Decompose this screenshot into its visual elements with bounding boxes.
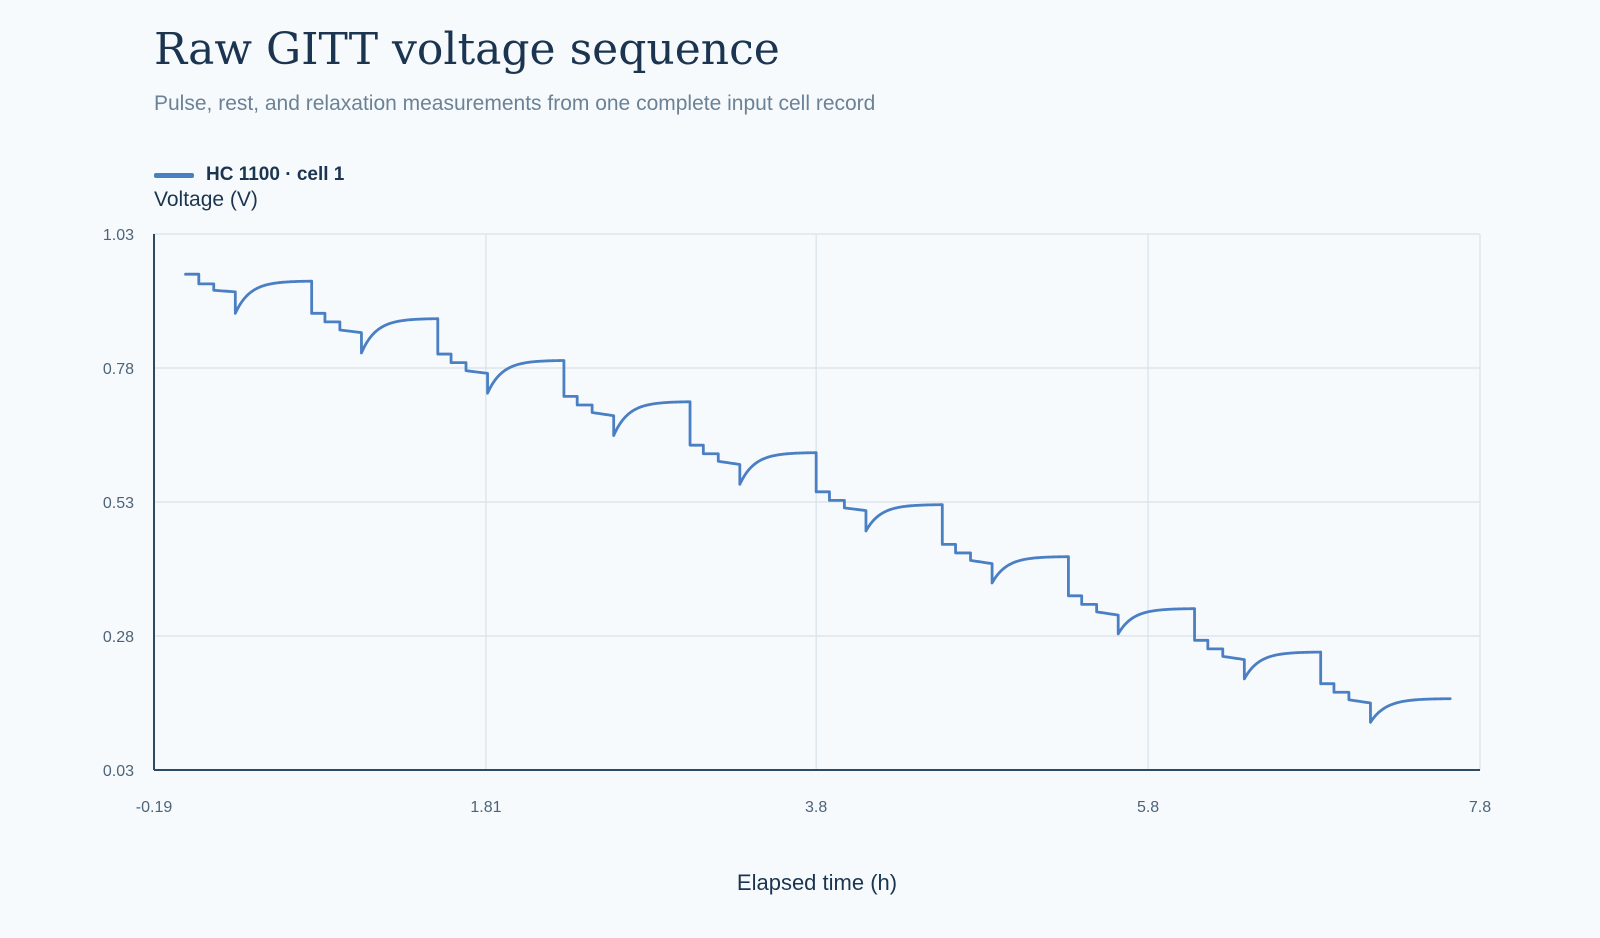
series-group xyxy=(184,272,1452,724)
y-tick-label: 0.03 xyxy=(103,763,134,780)
chart-subtitle: Pulse, rest, and relaxation measurements… xyxy=(154,92,876,115)
y-tick-label: 0.28 xyxy=(103,629,134,646)
y-tick-label: 0.53 xyxy=(103,495,134,512)
x-tick-label: 7.8 xyxy=(1469,799,1491,816)
grid xyxy=(153,233,1481,771)
x-tick-label: -0.19 xyxy=(136,799,173,816)
x-tick-label: 3.8 xyxy=(805,799,827,816)
axes xyxy=(153,234,1480,771)
series-line xyxy=(184,272,1452,724)
legend-label: HC 1100 · cell 1 xyxy=(206,164,345,185)
legend-swatch xyxy=(154,172,194,178)
y-axis-label: Voltage (V) xyxy=(154,188,258,211)
x-tick-label: 5.8 xyxy=(1137,799,1159,816)
x-axis-label: Elapsed time (h) xyxy=(736,870,898,895)
chart-title: Raw GITT voltage sequence xyxy=(154,24,780,75)
x-tick-label: 1.81 xyxy=(470,799,501,816)
y-tick-label: 0.78 xyxy=(103,361,134,378)
legend: HC 1100 · cell 1 xyxy=(154,164,344,186)
y-tick-label: 1.03 xyxy=(103,227,134,244)
tick-labels: 0.03 0.28 0.53 0.78 1.03 -0.19 1.81 3.8 5.8 7.8 xyxy=(103,227,1491,816)
